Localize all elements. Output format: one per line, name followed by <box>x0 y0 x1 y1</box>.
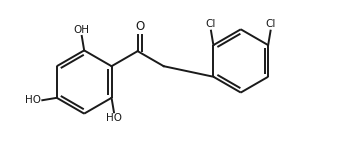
Text: O: O <box>135 20 144 33</box>
Text: HO: HO <box>106 113 122 124</box>
Text: Cl: Cl <box>206 19 216 29</box>
Text: Cl: Cl <box>266 19 276 29</box>
Text: HO: HO <box>25 95 41 105</box>
Text: OH: OH <box>74 25 90 35</box>
